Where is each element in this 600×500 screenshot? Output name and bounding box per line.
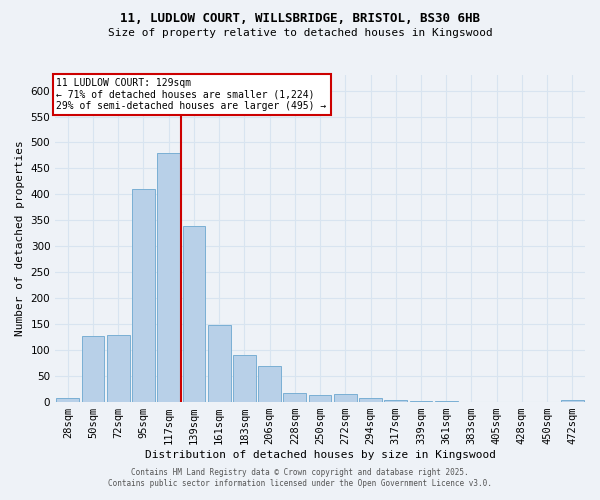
Bar — [82, 336, 104, 402]
Bar — [208, 325, 230, 402]
Bar — [132, 189, 155, 402]
Bar — [309, 395, 331, 402]
Bar — [233, 356, 256, 402]
Bar — [182, 226, 205, 402]
Bar — [283, 392, 306, 402]
Bar — [561, 400, 584, 402]
Bar — [410, 400, 433, 402]
Bar — [334, 394, 356, 402]
Bar — [56, 398, 79, 402]
Bar — [359, 398, 382, 402]
X-axis label: Distribution of detached houses by size in Kingswood: Distribution of detached houses by size … — [145, 450, 496, 460]
Text: 11 LUDLOW COURT: 129sqm
← 71% of detached houses are smaller (1,224)
29% of semi: 11 LUDLOW COURT: 129sqm ← 71% of detache… — [56, 78, 326, 111]
Bar — [107, 334, 130, 402]
Text: 11, LUDLOW COURT, WILLSBRIDGE, BRISTOL, BS30 6HB: 11, LUDLOW COURT, WILLSBRIDGE, BRISTOL, … — [120, 12, 480, 26]
Bar — [385, 400, 407, 402]
Bar — [258, 366, 281, 402]
Text: Contains HM Land Registry data © Crown copyright and database right 2025.
Contai: Contains HM Land Registry data © Crown c… — [108, 468, 492, 487]
Text: Size of property relative to detached houses in Kingswood: Size of property relative to detached ho… — [107, 28, 493, 38]
Bar — [435, 401, 458, 402]
Y-axis label: Number of detached properties: Number of detached properties — [15, 140, 25, 336]
Bar — [157, 153, 180, 402]
